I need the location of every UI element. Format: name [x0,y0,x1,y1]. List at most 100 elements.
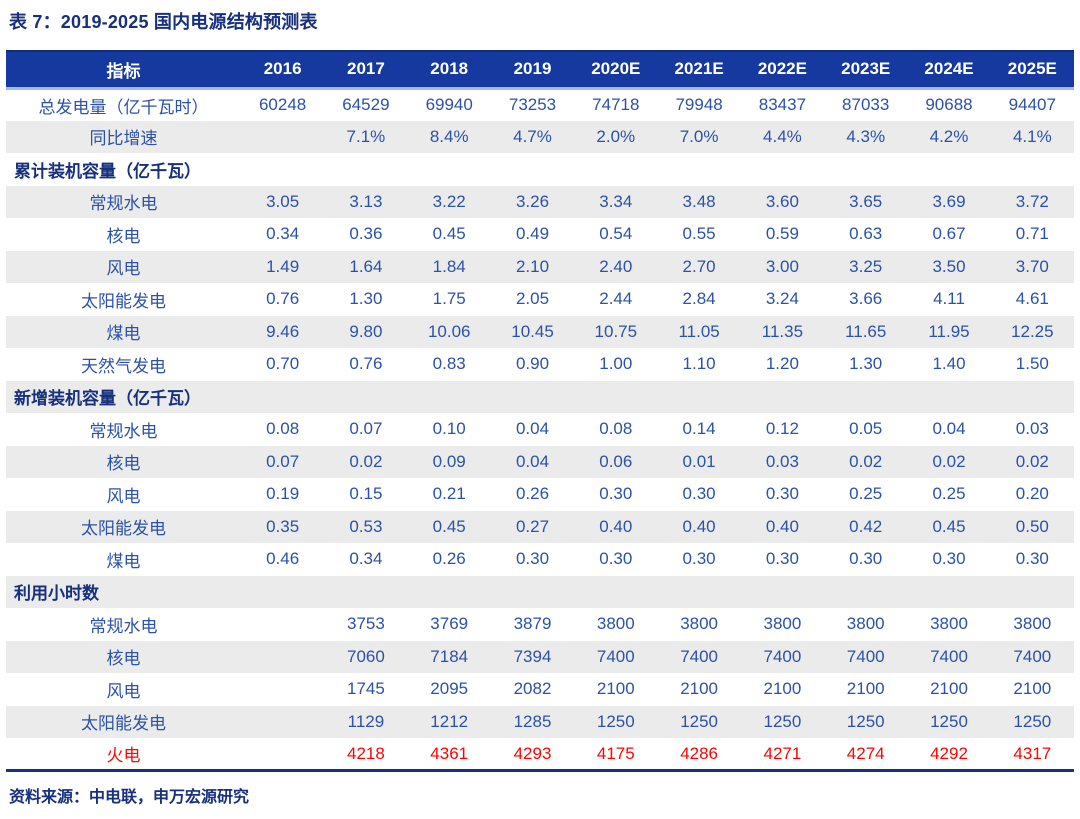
value-cell: 0.03 [765,451,799,471]
value-cell: 2.84 [682,289,716,309]
value-cell: 3.00 [765,256,799,276]
value-cell: 0.46 [266,549,300,569]
value-cell: 1.50 [1015,354,1049,374]
value-cell: 0.30 [515,549,550,569]
row-label: 核电 [106,226,141,246]
value-cell: 0.07 [266,451,300,471]
power-structure-forecast-table: 指标 2016 2017 2018 2019 2020E 2021E 2022E 2023E 20… [6,50,1074,772]
value-cell: 0.12 [765,419,799,439]
year-column-header: 2019 [490,50,575,90]
value-cell: 0.30 [1015,549,1049,569]
table-title: 表 7：2019-2025 国内电源结构预测表 [9,12,318,32]
value-cell: 10.75 [594,321,638,341]
value-cell: 83437 [758,95,807,114]
table-row: 天然气发电 0.70 0.76 0.83 0.90 1.00 1.10 1.20 1.30 1.4… [6,348,1074,381]
value-cell: 2.40 [599,256,633,276]
value-cell [241,738,324,771]
value-cell: 0.40 [599,516,633,536]
value-cell: 0.21 [432,484,466,504]
value-cell: 1.30 [849,354,883,374]
section-row: 利用小时数 [6,575,1074,608]
table-row: 核电 7060 7184 7394 7400 7400 7400 7400 7400 7400 [6,640,1074,673]
value-cell: 1250 [846,711,885,731]
value-cell: 0.34 [349,549,383,569]
value-cell: 9.80 [349,321,383,341]
value-cell: 1.84 [432,256,466,276]
value-cell: 0.25 [932,484,966,504]
value-cell: 0.02 [1015,451,1049,471]
row-label: 同比增速 [89,129,158,149]
value-cell: 3.24 [765,289,799,309]
value-cell: 2.05 [515,289,550,309]
value-cell: 7400 [680,646,719,666]
row-label: 常规水电 [89,616,158,636]
value-cell: 0.49 [515,224,550,244]
year-column-header: 2016 [240,50,325,90]
value-cell: 69940 [425,95,473,114]
value-cell: 3.50 [932,256,966,276]
year-column-header: 2021E [657,50,741,90]
value-cell: 3.70 [1015,256,1049,276]
value-cell: 3.05 [266,191,300,211]
value-cell: 1.10 [682,354,716,374]
row-label: 核电 [106,454,141,474]
value-cell: 3.72 [1015,191,1049,211]
value-cell: 4.7% [513,126,552,146]
value-cell: 4.3% [846,126,886,146]
value-cell: 0.30 [849,549,883,569]
year-column-header: 2023E [824,50,908,90]
value-cell: 11.95 [928,321,970,341]
table-body: 总发电量（亿千瓦时） 60248 64529 69940 73253 74718 79948… [6,88,1074,771]
value-cell: 0.54 [599,224,633,244]
table-row: 风电 1745 2095 2082 2100 2100 2100 2100 2100 2100 [6,673,1074,706]
row-label: 风电 [106,681,141,701]
value-cell: 0.70 [266,354,300,374]
value-cell: 0.04 [515,419,550,439]
value-cell: 3.69 [932,191,966,211]
value-cell: 73253 [508,95,557,114]
value-cell [241,121,324,154]
value-cell: 7.1% [346,126,386,146]
row-label: 常规水电 [89,194,158,214]
value-cell [241,673,324,706]
value-cell: 2095 [430,679,469,699]
value-cell: 1.75 [432,289,466,309]
value-cell: 12.25 [1011,321,1054,341]
value-cell: 0.76 [349,354,383,374]
value-cell: 2100 [1013,679,1052,699]
value-cell: 0.36 [349,224,383,244]
row-label: 风电 [106,259,141,279]
value-cell: 3879 [513,614,552,634]
value-cell: 4218 [347,743,385,763]
value-cell: 0.26 [432,549,466,569]
value-cell: 3753 [347,614,385,634]
value-cell: 3.34 [599,191,633,211]
row-label: 火电 [106,746,141,765]
table-row: 核电 0.34 0.36 0.45 0.49 0.54 0.55 0.59 0.63 0.67 0.… [6,218,1074,251]
row-label: 常规水电 [89,421,158,441]
value-cell: 0.67 [932,224,966,244]
value-cell: 94407 [1008,95,1056,114]
value-cell: 3.65 [849,191,883,211]
table-header-row: 指标 2016 2017 2018 2019 2020E 2021E 2022E 2023E 20… [6,50,1074,90]
value-cell: 8.4% [429,126,469,146]
row-label: 核电 [106,649,141,669]
value-cell: 0.03 [1015,419,1049,439]
value-cell: 0.30 [599,484,633,504]
value-cell: 4.61 [1015,289,1049,309]
value-cell: 1250 [930,711,968,731]
row-label: 天然气发电 [80,356,166,376]
value-cell: 1.64 [349,256,383,276]
value-cell: 0.55 [682,224,716,244]
section-row: 累计装机容量（亿千瓦） [6,153,1074,186]
value-cell: 4293 [513,743,552,763]
table-row: 核电 0.07 0.02 0.09 0.04 0.06 0.01 0.03 0.02 0.02 0.… [6,445,1074,478]
value-cell: 7060 [347,646,385,666]
value-cell: 3.48 [682,191,716,211]
value-cell: 0.30 [682,484,716,504]
value-cell: 74718 [592,95,640,114]
value-cell: 1250 [596,711,635,731]
value-cell: 11.05 [678,321,720,341]
value-cell: 0.20 [1015,484,1049,504]
value-cell: 3800 [1013,614,1052,634]
